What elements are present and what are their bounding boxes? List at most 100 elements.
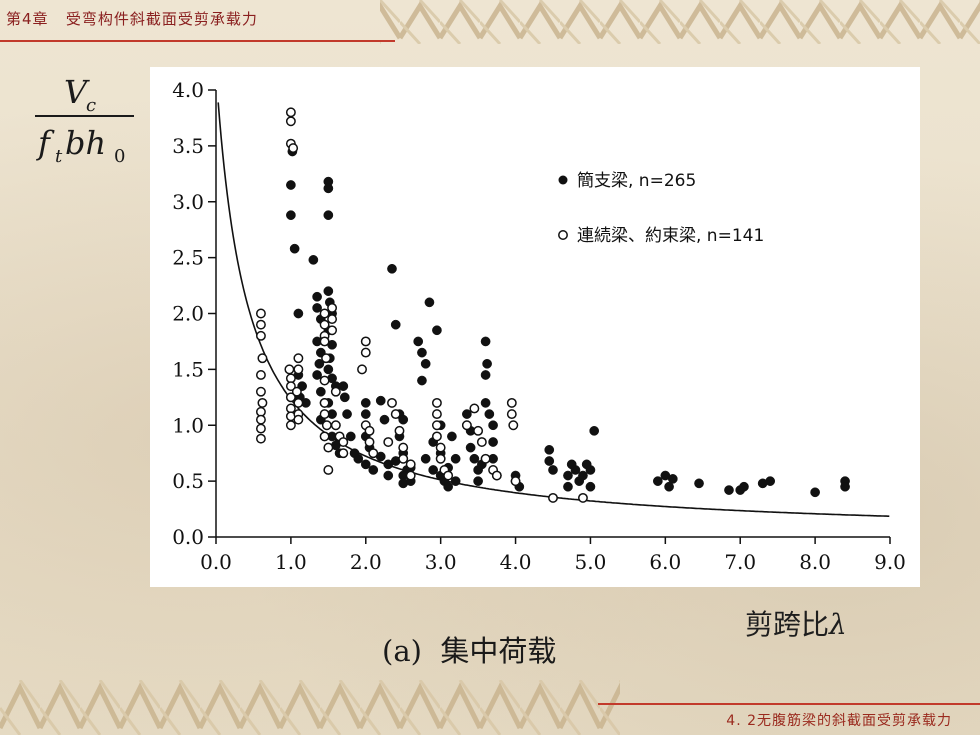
open-data-point bbox=[364, 425, 375, 436]
filled-data-point bbox=[484, 409, 495, 419]
filled-data-point bbox=[353, 453, 364, 464]
open-data-point bbox=[255, 308, 266, 319]
ylabel-denominator: f bbox=[36, 124, 55, 162]
open-data-point bbox=[319, 319, 330, 330]
open-data-point bbox=[398, 442, 409, 453]
filled-data-point bbox=[544, 456, 555, 466]
ylabel-numerator: V bbox=[64, 73, 90, 111]
filled-data-point bbox=[428, 465, 439, 475]
filled-data-point bbox=[840, 481, 850, 492]
open-data-point bbox=[435, 453, 446, 464]
open-data-point bbox=[461, 420, 472, 431]
filled-data-point bbox=[387, 263, 397, 274]
open-data-point bbox=[291, 386, 302, 397]
filled-data-point bbox=[480, 370, 491, 380]
open-data-point bbox=[321, 420, 332, 431]
open-data-point bbox=[293, 353, 304, 364]
y-tick-label: 3.5 bbox=[172, 134, 204, 158]
open-data-point bbox=[293, 397, 304, 408]
open-data-point bbox=[469, 403, 480, 414]
open-data-point bbox=[506, 409, 517, 420]
y-tick-label: 2.0 bbox=[172, 302, 204, 326]
open-data-point bbox=[255, 370, 266, 380]
x-tick-label: 6.0 bbox=[649, 550, 681, 574]
open-data-point bbox=[510, 476, 521, 487]
x-tick-label: 4.0 bbox=[500, 550, 532, 574]
chapter-number: 第4章 bbox=[6, 10, 49, 28]
legend-marker-filled bbox=[558, 175, 568, 185]
open-data-point bbox=[255, 386, 266, 397]
open-data-point bbox=[431, 420, 442, 431]
open-data-point bbox=[285, 107, 296, 118]
open-data-point bbox=[288, 143, 299, 154]
filled-data-point bbox=[379, 414, 390, 425]
filled-data-point bbox=[548, 465, 558, 475]
open-data-point bbox=[293, 364, 304, 375]
open-data-point bbox=[476, 437, 487, 447]
filled-data-point bbox=[488, 437, 498, 447]
filled-data-point bbox=[293, 308, 304, 319]
filled-data-point bbox=[578, 470, 588, 481]
y-tick-label: 1.5 bbox=[172, 357, 204, 381]
open-data-point bbox=[338, 448, 349, 459]
filled-data-point bbox=[724, 485, 734, 495]
open-data-point bbox=[360, 347, 371, 358]
open-data-point bbox=[285, 420, 296, 431]
open-data-point bbox=[255, 423, 266, 434]
open-data-point bbox=[327, 314, 338, 325]
open-data-point bbox=[323, 465, 334, 475]
filled-data-point bbox=[473, 476, 483, 486]
xlabel-text: 剪跨比 bbox=[745, 608, 830, 641]
open-data-point bbox=[319, 397, 330, 408]
x-tick-label: 3.0 bbox=[425, 550, 457, 574]
open-data-point bbox=[319, 308, 330, 319]
filled-data-point bbox=[315, 386, 326, 397]
y-tick-label: 1.0 bbox=[172, 413, 204, 437]
chapter-title: 受弯构件斜截面受剪承载力 bbox=[65, 10, 258, 28]
y-tick-label: 3.0 bbox=[172, 190, 204, 214]
open-data-point bbox=[255, 433, 266, 444]
x-tick-label: 0.0 bbox=[200, 550, 232, 574]
open-data-point bbox=[319, 336, 330, 347]
x-tick-label: 9.0 bbox=[874, 550, 906, 574]
footer-rule bbox=[598, 703, 980, 705]
filled-data-point bbox=[570, 465, 581, 475]
open-data-point bbox=[506, 397, 517, 408]
open-data-point bbox=[255, 319, 266, 330]
open-data-point bbox=[360, 336, 371, 347]
filled-data-point bbox=[585, 465, 596, 475]
filled-data-point bbox=[585, 481, 596, 492]
filled-data-point bbox=[480, 398, 491, 408]
open-data-point bbox=[548, 492, 558, 503]
filled-data-point bbox=[589, 425, 600, 436]
open-data-point bbox=[473, 425, 484, 436]
open-data-point bbox=[383, 437, 394, 447]
filled-data-point bbox=[432, 325, 442, 336]
open-data-point bbox=[319, 375, 330, 386]
open-data-point bbox=[285, 116, 296, 127]
open-data-point bbox=[398, 453, 409, 464]
open-data-point bbox=[390, 409, 401, 420]
filled-data-point bbox=[450, 476, 461, 486]
x-tick-label: 5.0 bbox=[575, 550, 607, 574]
open-data-point bbox=[255, 330, 266, 341]
open-data-point bbox=[257, 353, 268, 364]
filled-data-point bbox=[469, 453, 480, 464]
open-data-point bbox=[330, 420, 341, 431]
open-data-point bbox=[431, 431, 442, 442]
filled-data-point bbox=[417, 347, 427, 358]
figure-caption: (a) 集中荷载 bbox=[382, 634, 557, 668]
filled-data-point bbox=[339, 392, 350, 403]
legend-label-simply-supported: 簡支梁, n=265 bbox=[577, 171, 696, 191]
section-title: 4. 2无腹筋梁的斜截面受剪承载力 bbox=[726, 713, 952, 729]
scatter-chart: 0.0 0.5 1.0 1.5 2.0 2.5 3.0 3.5 4.0 0.0 1.0 2.0 3.0 4… bbox=[172, 78, 906, 574]
filled-data-point bbox=[383, 470, 394, 481]
title-underline bbox=[0, 40, 395, 42]
open-data-point bbox=[480, 453, 491, 464]
filled-data-point bbox=[360, 409, 371, 419]
y-tick-label: 0.5 bbox=[172, 469, 204, 493]
ylabel-denominator-sub2: 0 bbox=[114, 146, 125, 167]
legend-marker-open bbox=[558, 230, 568, 240]
open-data-point bbox=[323, 442, 334, 453]
filled-data-point bbox=[342, 409, 352, 419]
